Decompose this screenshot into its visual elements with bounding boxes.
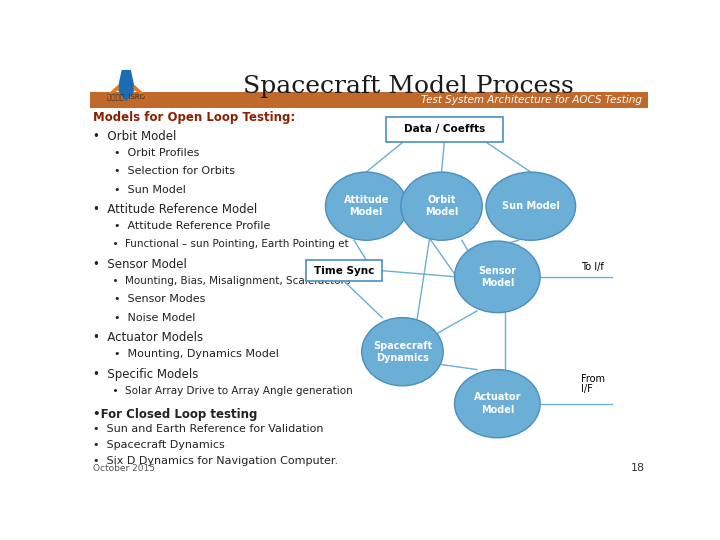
- Text: •  Orbit Profiles: • Orbit Profiles: [93, 148, 199, 158]
- Text: Actuator
Model: Actuator Model: [474, 393, 521, 415]
- Text: •  Spacecraft Dynamics: • Spacecraft Dynamics: [93, 440, 225, 450]
- Text: •  Attitude Reference Profile: • Attitude Reference Profile: [93, 221, 270, 231]
- Text: From: From: [581, 374, 605, 384]
- Text: •  Functional – sun Pointing, Earth Pointing et: • Functional – sun Pointing, Earth Point…: [93, 239, 348, 249]
- Ellipse shape: [454, 241, 540, 313]
- Text: Sun Model: Sun Model: [502, 201, 559, 211]
- Text: •  Attitude Reference Model: • Attitude Reference Model: [93, 203, 257, 216]
- Text: Models for Open Loop Testing:: Models for Open Loop Testing:: [93, 111, 295, 124]
- Text: •  Specific Models: • Specific Models: [93, 368, 198, 381]
- FancyBboxPatch shape: [306, 260, 382, 281]
- Text: •  Orbit Model: • Orbit Model: [93, 130, 176, 143]
- Text: •  Selection for Orbits: • Selection for Orbits: [93, 166, 235, 176]
- Text: Sensor
Model: Sensor Model: [478, 266, 516, 288]
- Text: •  Sensor Model: • Sensor Model: [93, 258, 186, 271]
- Text: Attitude
Model: Attitude Model: [343, 195, 389, 218]
- Text: I/F: I/F: [581, 384, 593, 394]
- Ellipse shape: [361, 318, 444, 386]
- Text: Spacecraft Model Process: Spacecraft Model Process: [243, 75, 573, 98]
- Text: Orbit
Model: Orbit Model: [425, 195, 458, 218]
- Ellipse shape: [325, 172, 407, 240]
- Text: •For Closed Loop testing: •For Closed Loop testing: [93, 408, 257, 421]
- FancyBboxPatch shape: [90, 92, 648, 109]
- Text: 18: 18: [631, 463, 645, 473]
- Text: •  Sensor Modes: • Sensor Modes: [93, 294, 205, 305]
- Ellipse shape: [486, 172, 575, 240]
- Text: Test System Architecture for AOCS Testing: Test System Architecture for AOCS Testin…: [421, 95, 642, 105]
- Text: •  Mounting, Dynamics Model: • Mounting, Dynamics Model: [93, 349, 279, 359]
- Text: Time Sync: Time Sync: [314, 266, 374, 275]
- Text: •  Sun Model: • Sun Model: [93, 185, 186, 194]
- Text: Spacecraft
Dynamics: Spacecraft Dynamics: [373, 341, 432, 363]
- FancyBboxPatch shape: [386, 117, 503, 141]
- Text: •  Sun and Earth Reference for Validation: • Sun and Earth Reference for Validation: [93, 424, 323, 434]
- Text: •  Solar Array Drive to Array Angle generation: • Solar Array Drive to Array Angle gener…: [93, 386, 353, 396]
- Ellipse shape: [401, 172, 482, 240]
- Text: •  Six D Dynamics for Navigation Computer.: • Six D Dynamics for Navigation Computer…: [93, 456, 338, 465]
- Text: Data / Coeffts: Data / Coeffts: [404, 124, 485, 134]
- Text: •  Mounting, Bias, Misalignment, Scalefactors: • Mounting, Bias, Misalignment, Scalefac…: [93, 276, 350, 286]
- Ellipse shape: [454, 369, 540, 438]
- Text: •  Actuator Models: • Actuator Models: [93, 331, 203, 344]
- Text: •  Noise Model: • Noise Model: [93, 313, 195, 322]
- Text: October 2015: October 2015: [93, 464, 155, 473]
- Text: To I/f: To I/f: [581, 262, 604, 272]
